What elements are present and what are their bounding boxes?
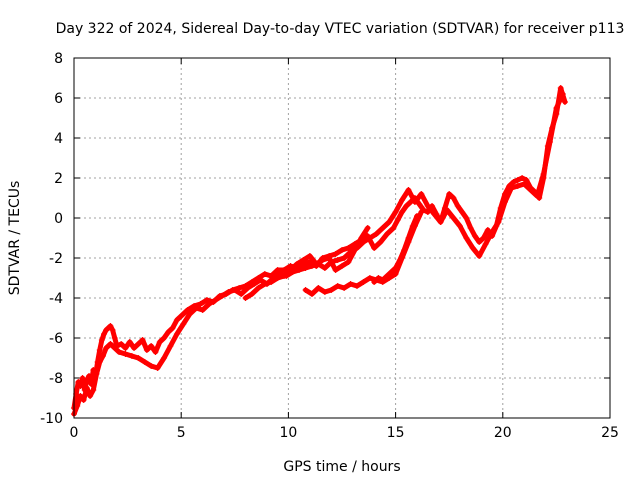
y-tick-label: -10 xyxy=(40,411,63,427)
x-tick-label: 5 xyxy=(177,425,186,441)
y-tick-label: -4 xyxy=(49,291,63,307)
y-tick-label: 6 xyxy=(54,91,63,107)
plot-frame xyxy=(73,57,611,419)
y-axis-label: SDTVAR / TECUs xyxy=(7,181,23,296)
x-tick-label: 15 xyxy=(387,425,405,441)
y-tick-label: -2 xyxy=(49,251,63,267)
y-tick-label: 8 xyxy=(54,51,63,67)
data-series-trace xyxy=(243,225,371,301)
data-series-trace xyxy=(371,213,420,285)
y-tick-label: -8 xyxy=(49,371,63,387)
y-tick-label: -6 xyxy=(49,331,63,347)
data-series-trace xyxy=(71,85,568,411)
data-series-trace xyxy=(71,91,566,417)
y-tick-label: 2 xyxy=(54,171,63,187)
x-tick-label: 10 xyxy=(279,425,297,441)
chart-title: Day 322 of 2024, Sidereal Day-to-day VTE… xyxy=(56,21,625,37)
y-tick-label: 4 xyxy=(54,131,63,147)
x-tick-label: 0 xyxy=(70,425,79,441)
y-tick-label: 0 xyxy=(54,211,63,227)
x-tick-label: 25 xyxy=(601,425,619,441)
tick-labels: 0 5 10 15 20 25 -10 -8 -6 -4 -2 0 2 4 6 8 xyxy=(40,51,619,441)
x-tick-label: 20 xyxy=(494,425,512,441)
x-axis-label: GPS time / hours xyxy=(283,459,400,475)
